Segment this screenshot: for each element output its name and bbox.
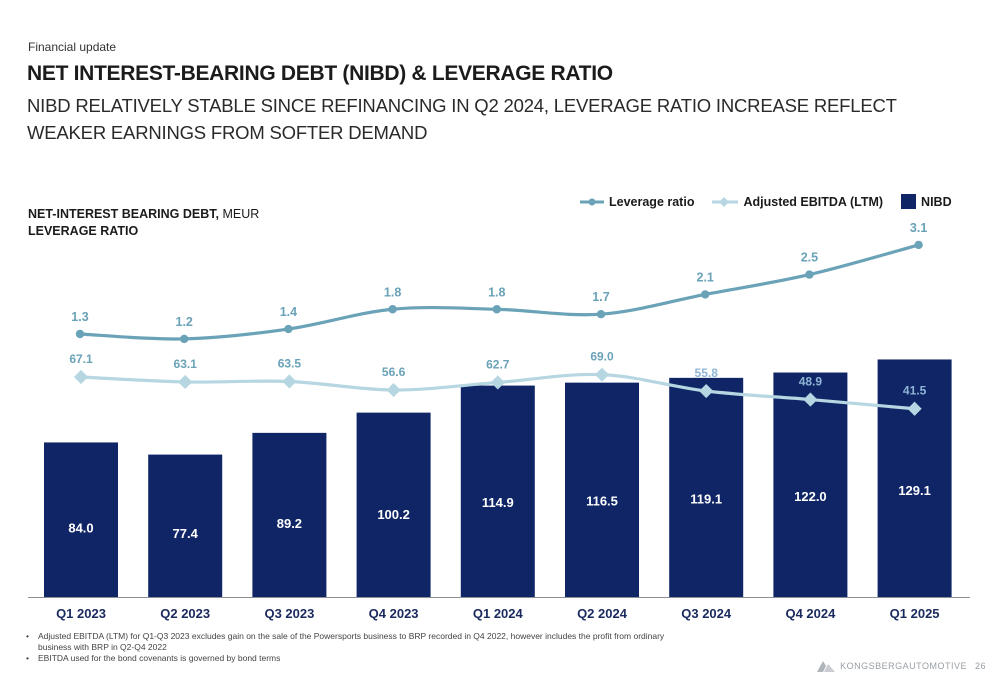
ebitda-point	[73, 369, 89, 385]
x-tick-label: Q1 2025	[890, 606, 940, 621]
leverage-value-label: 1.8	[488, 285, 505, 299]
nibd-bar	[773, 372, 848, 597]
leverage-value-label: 1.4	[280, 305, 297, 319]
axis-title-unit: MEUR	[219, 207, 260, 221]
ebitda-value-label: 41.5	[903, 384, 927, 398]
leverage-line-icon	[580, 198, 604, 205]
x-tick-label: Q4 2023	[369, 606, 419, 621]
leverage-value-label: 2.5	[801, 251, 818, 265]
leverage-value-label: 1.7	[592, 290, 609, 304]
nibd-bar	[565, 382, 639, 597]
page-number: 26	[974, 661, 986, 671]
ebitda-point	[699, 383, 714, 399]
leverage-value-label: 3.1	[910, 221, 927, 235]
ebitda-point	[386, 382, 401, 398]
ebitda-value-label: 63.5	[278, 356, 302, 370]
legend-item-nibd: NIBD	[901, 194, 952, 209]
leverage-point	[805, 270, 814, 279]
leverage-value-label: 1.3	[71, 310, 88, 324]
section-label: Financial update	[28, 40, 117, 54]
ebitda-value-label: 69.0	[590, 350, 614, 364]
ebitda-value-label: 67.1	[69, 352, 93, 366]
nibd-bar	[356, 412, 431, 597]
x-tick-label: Q2 2024	[577, 606, 628, 621]
nibd-value-label: 119.1	[690, 491, 722, 506]
nibd-value-label: 84.0	[68, 520, 93, 535]
nibd-bar	[460, 385, 535, 597]
ebitda-point	[803, 392, 818, 407]
nibd-bar	[669, 377, 744, 597]
x-tick-label: Q2 2023	[160, 606, 210, 621]
leverage-point	[180, 334, 189, 344]
nibd-value-label: 116.5	[586, 494, 618, 509]
leverage-point	[914, 240, 923, 250]
leverage-value-label: 1.8	[384, 285, 401, 299]
x-tick-label: Q4 2024	[785, 606, 836, 621]
x-tick-label: Q3 2023	[264, 606, 314, 621]
ebitda-point	[178, 374, 193, 390]
page-subtitle: NIBD RELATIVELY STABLE SINCE REFINANCING…	[27, 95, 897, 143]
ebitda-line-icon	[712, 196, 739, 207]
leverage-point	[596, 310, 606, 319]
legend-label-nibd: NIBD	[921, 194, 952, 209]
nibd-value-label: 89.2	[277, 516, 302, 531]
leverage-point	[701, 290, 710, 299]
footnotes: • Adjusted EBITDA (LTM) for Q1-Q3 2023 ex…	[26, 631, 666, 664]
nibd-bar	[877, 359, 952, 597]
ebitda-value-label: 56.6	[382, 365, 406, 379]
leverage-point	[492, 305, 501, 314]
brand-suffix: AUTOMOTIVE	[902, 661, 967, 671]
brand-footer: KONGSBERG AUTOMOTIVE 26	[816, 659, 986, 673]
legend-item-leverage: Leverage ratio	[580, 195, 694, 209]
page-title: NET INTEREST-BEARING DEBT (NIBD) & LEVER…	[27, 62, 613, 85]
axis-title-nibd: NET-INTEREST BEARING DEBT,	[28, 207, 219, 221]
ebitda-point	[282, 374, 297, 389]
footnote-1: • Adjusted EBITDA (LTM) for Q1-Q3 2023 ex…	[26, 631, 665, 652]
brand-name: KONGSBERG	[840, 661, 903, 671]
leverage-value-label: 2.1	[697, 270, 714, 284]
ebitda-point	[490, 375, 505, 390]
nibd-bar	[252, 432, 327, 597]
legend-label-ebitda: Adjusted EBITDA (LTM)	[743, 194, 884, 209]
chart-legend: Leverage ratio Adjusted EBITDA (LTM) NIB…	[580, 194, 952, 209]
leverage-value-label: 1.2	[176, 315, 193, 329]
x-tick-label: Q1 2024	[473, 606, 524, 621]
nibd-bar	[148, 454, 223, 597]
axis-title: NET-INTEREST BEARING DEBT, MEUR LEVERAGE…	[28, 206, 259, 240]
ebitda-value-label: 48.9	[799, 375, 823, 389]
footnote-text-1: Adjusted EBITDA (LTM) for Q1-Q3 2023 exc…	[38, 631, 665, 652]
leverage-point	[75, 329, 85, 339]
kongsberg-logo-icon	[817, 661, 836, 672]
nibd-value-label: 129.1	[898, 483, 931, 498]
x-tick-label: Q1 2023	[56, 606, 106, 621]
nibd-value-label: 100.2	[377, 507, 410, 522]
ebitda-value-label: 62.7	[486, 357, 510, 371]
footnote-text-2: EBITDA used for the bond covenants is go…	[38, 653, 281, 663]
legend-label-leverage: Leverage ratio	[609, 194, 695, 209]
axis-title-leverage: LEVERAGE RATIO	[28, 224, 139, 238]
leverage-point	[388, 305, 397, 314]
ebitda-value-label: 55.8	[695, 366, 719, 380]
ebitda-value-label: 63.1	[174, 357, 198, 371]
leverage-point	[284, 324, 293, 334]
ebitda-point	[594, 367, 610, 382]
x-tick-label: Q3 2024	[681, 606, 732, 621]
nibd-square-icon	[901, 194, 917, 209]
nibd-bar	[44, 442, 118, 597]
footnote-2: • EBITDA used for the bond covenants is g…	[26, 653, 281, 663]
legend-item-ebitda: Adjusted EBITDA (LTM)	[712, 195, 883, 209]
nibd-value-label: 122.0	[794, 489, 827, 504]
ebitda-point	[907, 401, 922, 416]
nibd-value-label: 114.9	[482, 495, 514, 510]
nibd-value-label: 77.4	[173, 526, 199, 541]
